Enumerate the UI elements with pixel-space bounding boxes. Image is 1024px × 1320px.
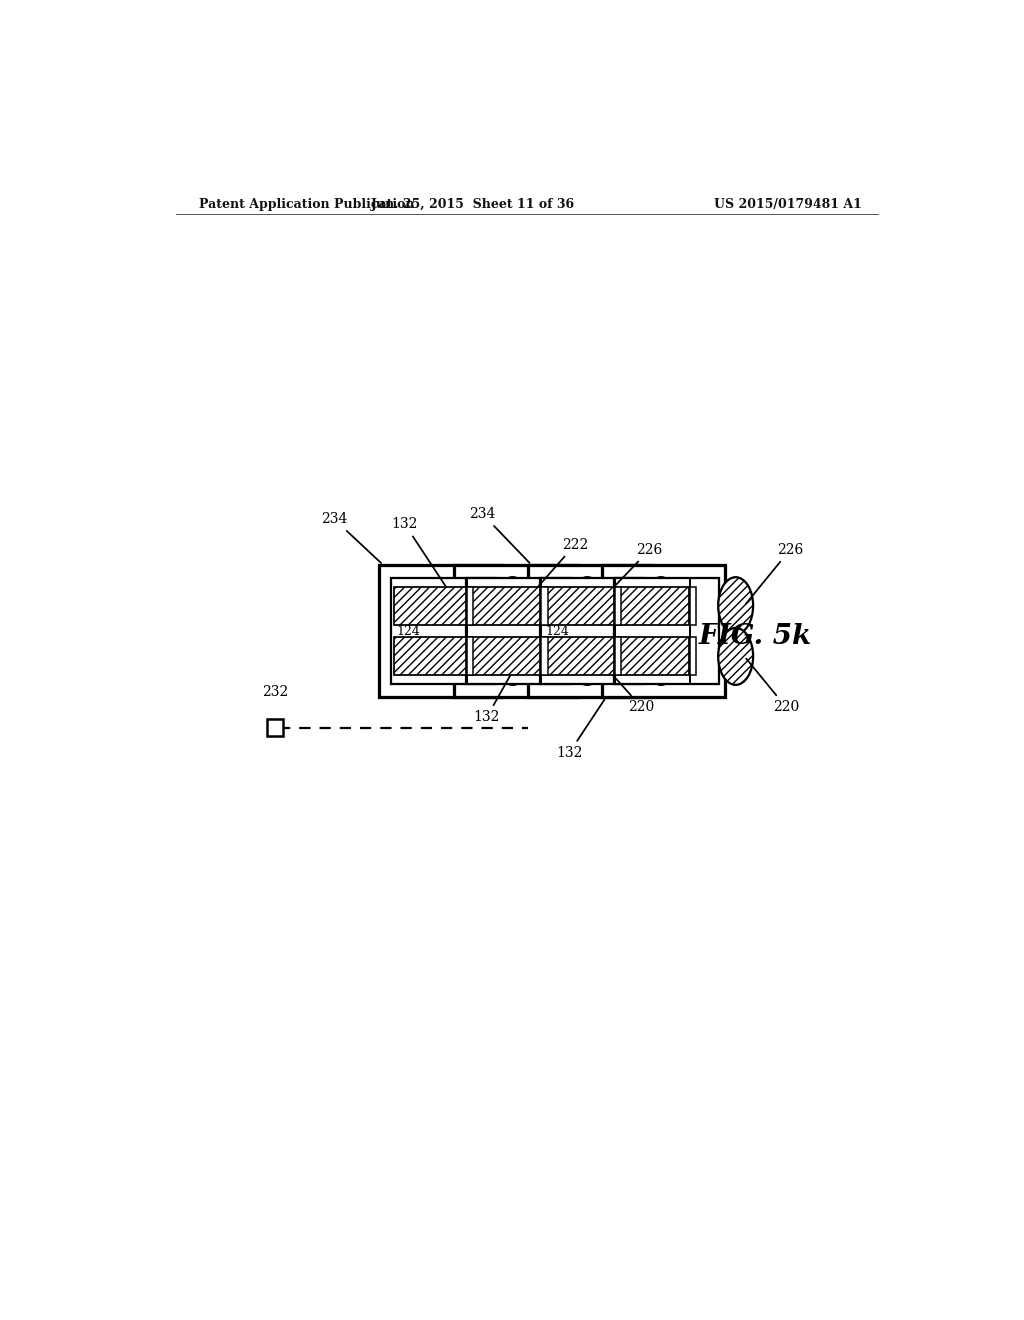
- Bar: [379, 565, 502, 697]
- Bar: [454, 565, 577, 697]
- Bar: [616, 586, 689, 624]
- Bar: [393, 638, 466, 676]
- Bar: [540, 578, 644, 684]
- Text: US 2015/0179481 A1: US 2015/0179481 A1: [714, 198, 862, 211]
- Ellipse shape: [496, 577, 530, 634]
- Bar: [615, 586, 622, 624]
- Text: 222: 222: [523, 537, 588, 603]
- Bar: [393, 586, 466, 624]
- Bar: [527, 565, 650, 697]
- Ellipse shape: [718, 577, 753, 634]
- Text: Patent Application Publication: Patent Application Publication: [200, 198, 415, 211]
- Text: 132: 132: [556, 700, 604, 760]
- Bar: [267, 719, 283, 735]
- Bar: [468, 638, 541, 676]
- Text: 220: 220: [598, 659, 654, 714]
- Bar: [542, 586, 548, 624]
- Ellipse shape: [644, 628, 679, 685]
- Text: 226: 226: [746, 543, 803, 603]
- Ellipse shape: [569, 577, 605, 634]
- Bar: [602, 565, 725, 697]
- Text: Jun. 25, 2015  Sheet 11 of 36: Jun. 25, 2015 Sheet 11 of 36: [371, 198, 575, 211]
- Bar: [690, 638, 696, 676]
- Bar: [614, 578, 719, 684]
- Bar: [690, 586, 696, 624]
- Text: 220: 220: [746, 659, 799, 714]
- Bar: [542, 638, 614, 676]
- Ellipse shape: [644, 577, 679, 634]
- Bar: [615, 638, 622, 676]
- Bar: [542, 638, 548, 676]
- Ellipse shape: [569, 628, 605, 685]
- Ellipse shape: [718, 628, 753, 685]
- Bar: [468, 586, 541, 624]
- Bar: [467, 638, 473, 676]
- Bar: [616, 638, 689, 676]
- Bar: [466, 578, 570, 684]
- Text: 132: 132: [473, 640, 530, 725]
- Bar: [467, 586, 473, 624]
- Text: 232: 232: [262, 685, 288, 700]
- Text: 234: 234: [322, 512, 381, 564]
- Ellipse shape: [496, 628, 530, 685]
- Text: 234: 234: [469, 507, 529, 562]
- Text: 124: 124: [396, 624, 421, 638]
- Bar: [391, 578, 496, 684]
- Text: 132: 132: [392, 517, 457, 602]
- Bar: [542, 586, 614, 624]
- Text: 124: 124: [545, 624, 569, 638]
- Text: FIG. 5k: FIG. 5k: [698, 623, 812, 649]
- Text: 226: 226: [598, 543, 663, 603]
